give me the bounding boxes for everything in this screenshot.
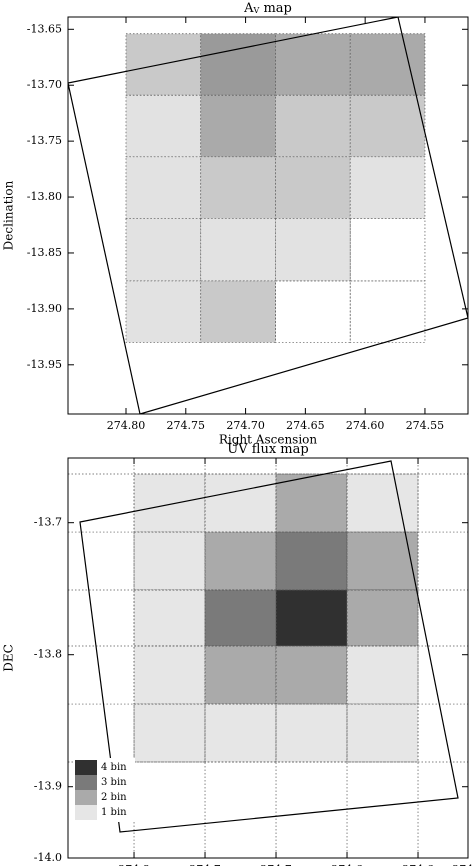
x-axis-label: Right Ascension bbox=[219, 433, 318, 447]
legend-label: 4 bin bbox=[101, 762, 127, 773]
cell bbox=[349, 33, 426, 96]
x-tick-label: 274.80 bbox=[107, 419, 146, 432]
cell bbox=[204, 531, 277, 591]
cell bbox=[125, 280, 202, 343]
plot-frame bbox=[67, 16, 469, 415]
x-tick-label: 274.55 bbox=[406, 419, 445, 432]
cell bbox=[125, 156, 202, 219]
cell bbox=[275, 473, 348, 533]
legend-label: 3 bin bbox=[101, 777, 127, 788]
cell bbox=[204, 703, 277, 763]
cell bbox=[275, 94, 351, 158]
y-axis-label: Declination bbox=[2, 180, 16, 250]
chart-title: UV flux map bbox=[227, 442, 308, 457]
x-tick-label: 274.8 bbox=[118, 863, 150, 866]
cell bbox=[125, 94, 202, 158]
cell bbox=[346, 531, 419, 591]
y-tick-label: -13.65 bbox=[27, 22, 62, 35]
cell bbox=[200, 156, 276, 219]
cell bbox=[346, 589, 419, 647]
y-tick-label: -13.90 bbox=[27, 302, 62, 315]
cell bbox=[275, 33, 351, 96]
cell bbox=[275, 156, 351, 219]
title-subscript: V bbox=[253, 6, 260, 15]
title-suffix: map bbox=[259, 1, 292, 16]
cell bbox=[204, 589, 277, 647]
cell bbox=[133, 589, 206, 647]
cell bbox=[275, 531, 348, 591]
x-tick-label: 274.70 bbox=[226, 419, 265, 432]
cell bbox=[200, 217, 276, 282]
y-tick-label: -13.9 bbox=[34, 780, 62, 793]
title: UV flux map bbox=[227, 442, 308, 457]
y-tick-label: -13.8 bbox=[34, 648, 62, 661]
chart-title: AV map bbox=[243, 1, 292, 16]
plot-frame bbox=[67, 457, 469, 859]
x-tick-label: 274.7 bbox=[260, 863, 292, 866]
x-tick-label: 274.6 bbox=[331, 863, 363, 866]
cell bbox=[275, 703, 348, 763]
x-tick-label: 274.60 bbox=[346, 419, 385, 432]
y-tick-label: -13.80 bbox=[27, 190, 62, 203]
x-tick-label: 274.65 bbox=[286, 419, 325, 432]
cell bbox=[133, 531, 206, 591]
x-tick-label: 274.7 bbox=[189, 863, 221, 866]
cell bbox=[275, 645, 348, 705]
cell bbox=[133, 703, 206, 763]
legend-swatch bbox=[75, 790, 97, 805]
x-tick-label: 274.75 bbox=[167, 419, 206, 432]
cell bbox=[349, 280, 426, 343]
cell bbox=[133, 645, 206, 705]
y-tick-label: -13.7 bbox=[34, 516, 62, 529]
legend-swatch bbox=[75, 760, 97, 775]
cell bbox=[349, 217, 426, 282]
y-tick-label: -14.0 bbox=[34, 851, 62, 864]
legend-label: 1 bin bbox=[101, 807, 127, 818]
y-tick-label: -13.85 bbox=[27, 246, 62, 259]
y-tick-label: -13.95 bbox=[27, 358, 62, 371]
x-tick-label: 274.5 bbox=[452, 863, 476, 866]
cell bbox=[200, 94, 276, 158]
cell bbox=[349, 156, 426, 219]
x-tick-label: 274.6 bbox=[402, 863, 434, 866]
cell bbox=[275, 217, 351, 282]
legend-label: 2 bin bbox=[101, 792, 127, 803]
y-axis-label: DEC bbox=[2, 644, 16, 672]
title: A bbox=[243, 1, 254, 16]
cell bbox=[204, 473, 277, 533]
cell bbox=[346, 703, 419, 763]
cell bbox=[275, 280, 351, 343]
cell bbox=[200, 280, 276, 343]
y-tick-label: -13.75 bbox=[27, 134, 62, 147]
cell bbox=[204, 645, 277, 705]
legend-swatch bbox=[75, 775, 97, 790]
cell bbox=[125, 217, 202, 282]
footprint bbox=[68, 17, 468, 414]
cell bbox=[275, 589, 348, 647]
legend-swatch bbox=[75, 805, 97, 820]
footprint bbox=[79, 460, 459, 833]
cell bbox=[346, 645, 419, 705]
cell bbox=[133, 473, 206, 533]
y-tick-label: -13.70 bbox=[27, 78, 62, 91]
cell bbox=[346, 473, 419, 533]
cell bbox=[349, 94, 426, 158]
cell bbox=[200, 33, 276, 96]
